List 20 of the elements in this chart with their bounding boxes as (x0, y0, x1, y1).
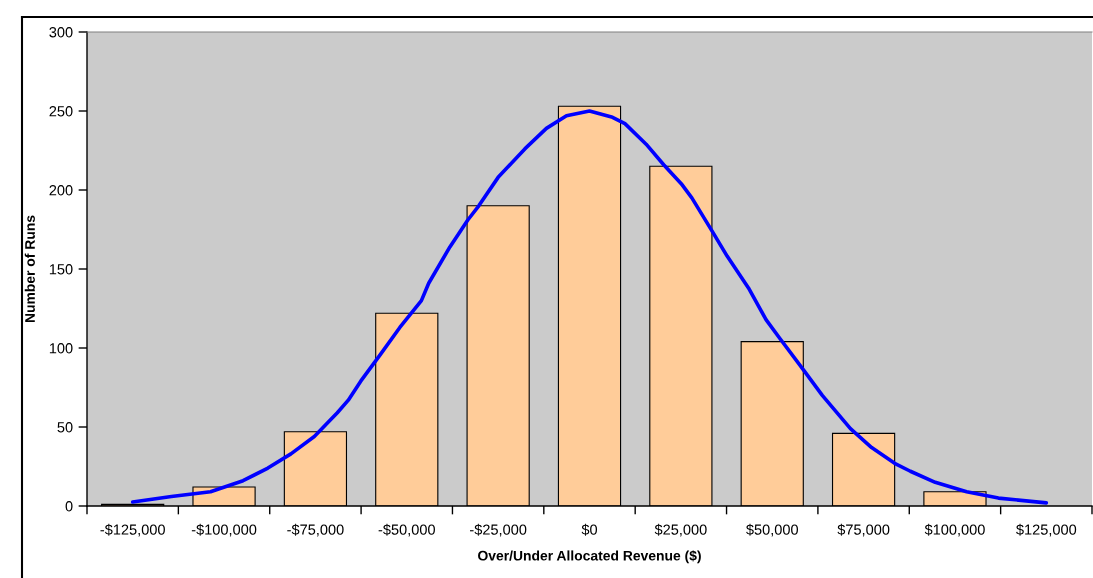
y-tick-label: 250 (49, 106, 73, 117)
x-tick-label: $0 (581, 523, 598, 536)
x-tick-label: $100,000 (924, 523, 985, 537)
x-tick-label: -$50,000 (378, 523, 435, 537)
y-tick-label: 0 (65, 501, 73, 512)
y-axis-title: Number of Runs (24, 215, 35, 323)
x-tick-label: -$25,000 (470, 523, 527, 537)
x-tick-label: -$125,000 (100, 523, 165, 537)
x-tick-label: $50,000 (746, 523, 799, 537)
y-tick-label: 200 (49, 185, 73, 196)
y-tick-label: 150 (49, 264, 73, 275)
y-tick-label: 100 (49, 343, 73, 354)
x-tick-label: -$75,000 (287, 523, 344, 537)
x-tick-label: -$100,000 (191, 523, 257, 537)
x-axis-title: Over/Under Allocated Revenue ($) (478, 550, 701, 564)
x-tick-label: $125,000 (1016, 523, 1077, 537)
y-tick-label: 300 (49, 27, 73, 38)
y-tick-label: 50 (57, 422, 73, 433)
x-tick-label: $75,000 (837, 523, 890, 537)
x-tick-label: $25,000 (654, 523, 707, 537)
